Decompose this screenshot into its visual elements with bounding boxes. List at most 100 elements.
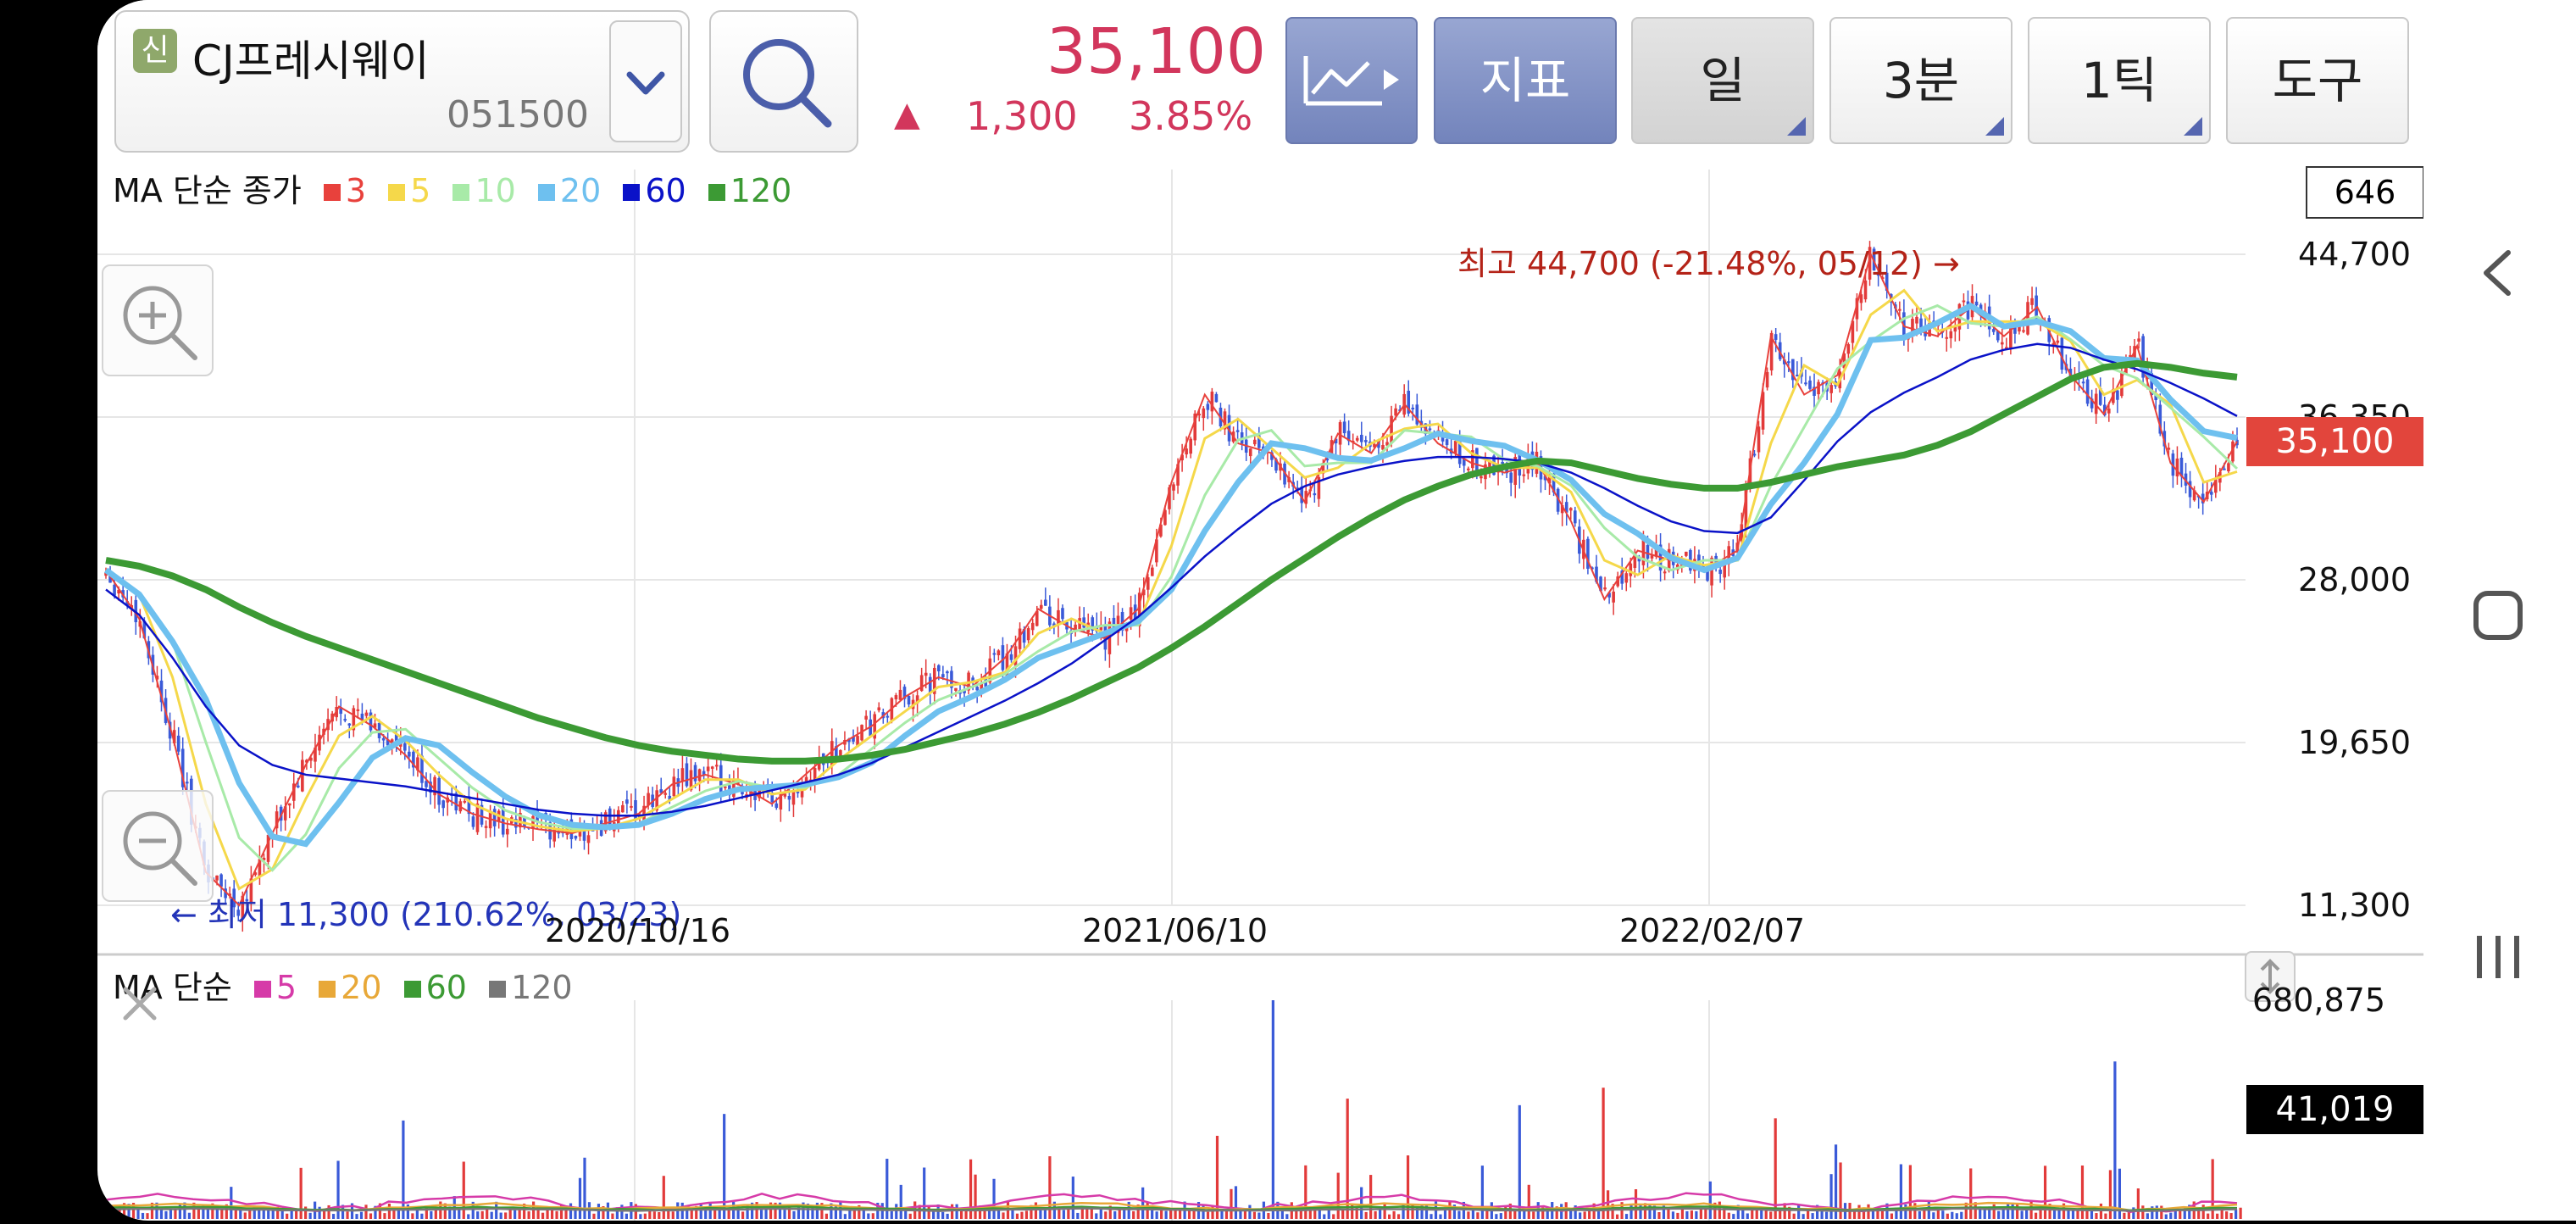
volume-bar xyxy=(2211,1159,2214,1219)
volume-bar xyxy=(620,1205,624,1219)
volume-bar xyxy=(318,1206,321,1219)
candle-body xyxy=(412,751,415,768)
zoom-in-button[interactable] xyxy=(102,264,214,376)
candle-body xyxy=(1197,414,1202,416)
volume-bar xyxy=(559,1205,564,1219)
candle-body xyxy=(693,765,697,782)
volume-bar xyxy=(1918,1211,1921,1219)
candle-body xyxy=(1176,464,1180,486)
candle-body xyxy=(702,771,706,776)
volume-bar xyxy=(1411,1205,1414,1219)
volume-bar xyxy=(1736,1205,1740,1219)
candle-body xyxy=(2167,448,2171,450)
volume-bar xyxy=(374,1205,377,1219)
volume-bar xyxy=(150,1202,154,1219)
volume-bar xyxy=(1597,1211,1601,1219)
candle-body xyxy=(1757,426,1761,453)
volume-bar xyxy=(1155,1211,1158,1219)
candle-body xyxy=(352,708,356,731)
candle-body xyxy=(1364,440,1368,442)
candle-body xyxy=(1633,553,1637,568)
candle-body xyxy=(1112,617,1116,630)
volume-bar xyxy=(1080,1208,1084,1219)
stock-code: 051500 xyxy=(447,93,589,136)
stock-dropdown-button[interactable] xyxy=(609,20,682,142)
volume-bar xyxy=(1383,1203,1386,1219)
vma5-line xyxy=(103,1192,2238,1214)
candle-body xyxy=(104,572,108,576)
volume-bar xyxy=(2229,1213,2233,1219)
volume-bar xyxy=(946,1213,949,1219)
volume-bar xyxy=(230,1187,233,1219)
candle-body xyxy=(1129,607,1133,620)
candle-body xyxy=(946,671,949,674)
volume-bar xyxy=(932,1210,935,1219)
volume-bar xyxy=(1988,1206,1991,1219)
candle-body xyxy=(659,789,663,793)
volume-bar xyxy=(690,1210,693,1219)
volume-bar xyxy=(792,1210,796,1219)
home-icon[interactable] xyxy=(2473,591,2523,640)
y-tick-label: 11,300 xyxy=(2298,887,2411,924)
volume-bar xyxy=(987,1205,991,1219)
volume-bar xyxy=(1099,1207,1102,1219)
volume-bar xyxy=(1243,1210,1247,1219)
volume-bar xyxy=(1569,1209,1573,1219)
candle-body xyxy=(582,826,586,841)
volume-bar xyxy=(2146,1213,2149,1219)
candle-body xyxy=(258,859,262,877)
volume-bar xyxy=(625,1213,628,1219)
zoom-out-button[interactable] xyxy=(102,790,214,902)
ma20-line xyxy=(103,302,2238,848)
indicator-button[interactable]: 지표 xyxy=(1434,17,1617,144)
candle-body xyxy=(1227,414,1231,442)
volume-bar xyxy=(1323,1214,1326,1219)
volume-bar xyxy=(1690,1210,1693,1219)
volume-bar xyxy=(755,1202,758,1219)
volume-bar xyxy=(2179,1209,2182,1219)
candle-body xyxy=(1607,593,1611,598)
volume-bar xyxy=(2067,1209,2070,1219)
tools-button[interactable]: 도구 xyxy=(2226,17,2409,144)
search-button[interactable] xyxy=(709,10,858,153)
candle-body xyxy=(680,768,685,782)
volume-bar xyxy=(639,1214,642,1219)
chart-type-button[interactable] xyxy=(1285,17,1418,144)
candle-body xyxy=(1620,570,1624,584)
back-icon[interactable] xyxy=(2484,250,2511,296)
volume-bar xyxy=(1095,1213,1098,1219)
recent-apps-icon[interactable] xyxy=(2477,936,2519,978)
candle-body xyxy=(433,776,436,796)
ma120-line xyxy=(105,359,2238,765)
volume-bar xyxy=(1295,1205,1298,1219)
panel-resize-button[interactable] xyxy=(2245,951,2296,1002)
volume-bar xyxy=(1108,1205,1112,1219)
candle-body xyxy=(2102,404,2107,415)
close-panel-button[interactable] xyxy=(102,971,178,1038)
interval-button[interactable]: 3분 xyxy=(1829,17,2012,144)
stock-selector[interactable]: 신 CJ프레시웨이 051500 xyxy=(114,10,690,153)
zoom-out-icon xyxy=(123,811,197,886)
candle-body xyxy=(501,806,505,835)
volume-bar xyxy=(1895,1207,1898,1219)
candle-body xyxy=(2116,390,2119,400)
candle-body xyxy=(386,739,390,746)
dropdown-corner-icon xyxy=(1985,117,2004,136)
volume-bar xyxy=(1471,1208,1475,1219)
volume-bar xyxy=(1936,1208,1940,1219)
volume-bar xyxy=(434,1206,437,1219)
candle-body xyxy=(309,757,313,761)
volume-bar xyxy=(2155,1205,2158,1219)
candle-body xyxy=(1663,571,1667,574)
volume-bar xyxy=(769,1202,773,1219)
volume-bar xyxy=(1430,1214,1433,1219)
tick-label: 1틱 xyxy=(2080,52,2158,109)
vma60-label: 60 xyxy=(425,969,467,1006)
tick-button[interactable]: 1틱 xyxy=(2028,17,2211,144)
visible-count-box[interactable]: 646 xyxy=(2306,166,2423,219)
volume-bar xyxy=(2164,1214,2168,1219)
volume-bar xyxy=(2071,1208,2075,1219)
volume-bar xyxy=(2011,1202,2014,1219)
volume-bar xyxy=(834,1205,837,1219)
period-button[interactable]: 일 xyxy=(1631,17,1814,144)
